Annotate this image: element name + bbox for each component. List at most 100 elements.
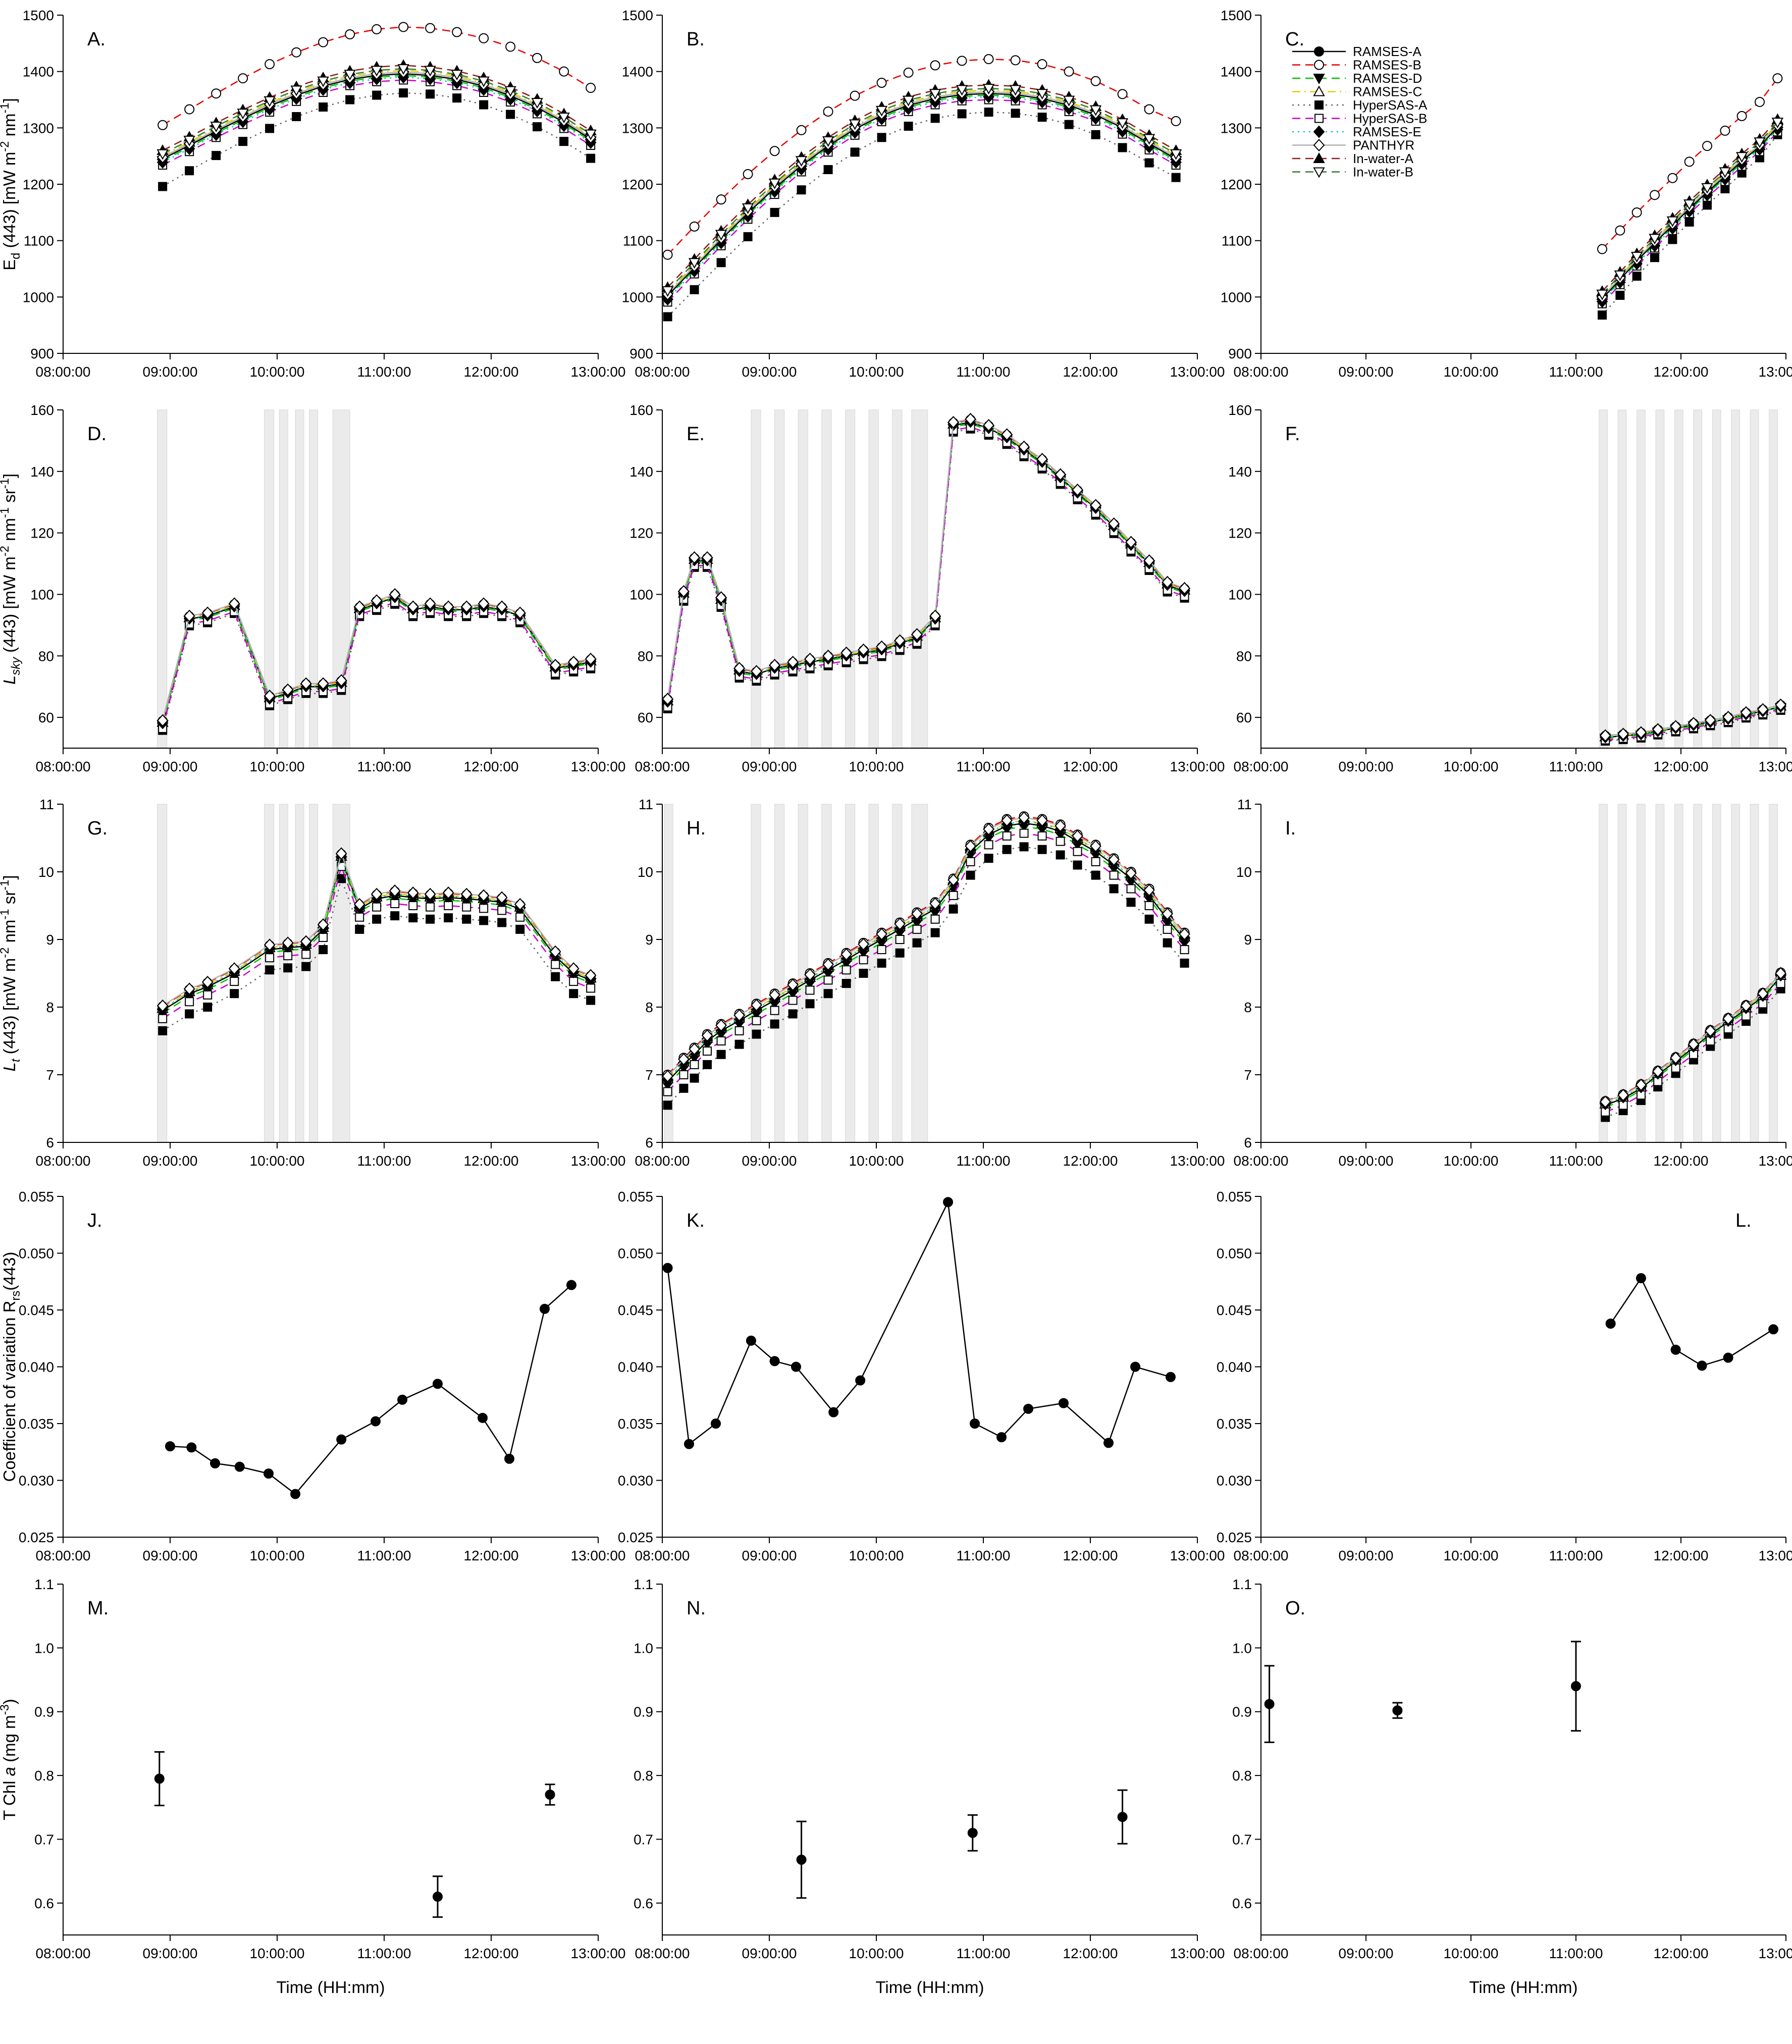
y-tick-label: 0.045: [618, 1302, 653, 1318]
y-axis-title: Lt (443) [mW m-2 nm-1 sr-1]: [0, 875, 23, 1071]
shaded-band: [1694, 804, 1702, 1142]
shaded-band: [1599, 410, 1608, 748]
legend-entry-RAMSES-D: RAMSES-D: [1292, 71, 1422, 86]
x-tick-label: 08:00:00: [1234, 759, 1289, 774]
y-tick-label: 1.1: [34, 1577, 54, 1592]
y-tick-label: 900: [1228, 346, 1252, 361]
x-tick-label: 10:00:00: [849, 1153, 904, 1169]
x-tick-label: 13:00:00: [571, 1548, 626, 1563]
x-tick-label: 11:00:00: [357, 1153, 411, 1169]
y-tick-label: 900: [629, 346, 653, 361]
y-tick-label: 140: [30, 464, 54, 480]
legend-label: RAMSES-C: [1353, 84, 1422, 99]
legend-label: HyperSAS-A: [1353, 97, 1428, 113]
x-axis-title: Time (HH:mm): [1469, 1978, 1577, 1997]
y-tick-label: 120: [629, 526, 653, 541]
x-tick-label: 09:00:00: [1339, 364, 1394, 380]
y-tick-label: 80: [38, 648, 54, 664]
series-In-water-B: [1597, 118, 1782, 299]
y-tick-label: 0.045: [19, 1302, 54, 1318]
x-tick-label: 08:00:00: [635, 759, 690, 774]
shaded-band: [892, 410, 902, 748]
x-tick-label: 12:00:00: [1063, 1548, 1118, 1563]
y-tick-label: 120: [1228, 526, 1252, 541]
panel-letter: F.: [1285, 424, 1300, 445]
series-HyperSAS-B: [159, 598, 595, 732]
y-tick-label: 1100: [623, 233, 653, 249]
y-tick-label: 60: [38, 710, 54, 725]
x-tick-label: 09:00:00: [1339, 1548, 1394, 1563]
series-CV: [166, 1281, 576, 1499]
x-tick-label: 09:00:00: [742, 759, 797, 774]
y-tick-label: 1300: [23, 120, 54, 136]
y-tick-label: 100: [1228, 587, 1252, 602]
x-tick-label: 13:00:00: [1170, 1548, 1225, 1563]
x-tick-label: 10:00:00: [1444, 759, 1499, 774]
x-tick-label: 08:00:00: [1234, 1946, 1289, 1961]
y-tick-label: 160: [629, 402, 653, 418]
y-tick-label: 60: [1236, 710, 1252, 725]
x-tick-label: 13:00:00: [571, 759, 626, 774]
x-tick-label: 08:00:00: [635, 1548, 690, 1563]
shaded-band: [751, 410, 761, 748]
panel-letter: D.: [87, 424, 107, 445]
x-tick-label: 10:00:00: [849, 759, 904, 774]
x-tick-label: 09:00:00: [1339, 759, 1394, 774]
x-tick-label: 10:00:00: [849, 1548, 904, 1563]
x-tick-label: 13:00:00: [1759, 1548, 1792, 1563]
panel-letter: B.: [687, 29, 705, 50]
x-tick-label: 09:00:00: [143, 364, 198, 380]
x-tick-label: 13:00:00: [1759, 1153, 1792, 1169]
shaded-band: [1637, 410, 1646, 748]
x-tick-label: 08:00:00: [36, 1548, 91, 1563]
panel-letter: E.: [687, 424, 705, 445]
shaded-band: [869, 804, 878, 1142]
x-tick-label: 10:00:00: [849, 364, 904, 380]
y-tick-label: 1300: [1221, 120, 1252, 136]
series-HyperSAS-B: [159, 862, 595, 1023]
panel-letter: L.: [1735, 1210, 1752, 1231]
y-tick-label: 1400: [622, 64, 653, 80]
x-tick-label: 12:00:00: [464, 364, 519, 380]
series-TChla: [154, 1752, 555, 1917]
shaded-band: [1731, 410, 1740, 748]
y-tick-label: 0.025: [19, 1530, 54, 1545]
x-tick-label: 12:00:00: [464, 1153, 519, 1169]
series-HyperSAS-B: [1598, 128, 1781, 308]
shaded-band: [751, 804, 761, 1142]
series-RAMSES-D: [157, 595, 596, 730]
series-CV: [663, 1197, 1175, 1448]
panel-K: 0.0250.0300.0350.0400.0450.0500.05508:00…: [618, 1189, 1225, 1563]
y-tick-label: 7: [1244, 1067, 1252, 1083]
y-axis-title: Ed (443) [mW m-2 nm-1]: [0, 98, 23, 271]
x-tick-label: 09:00:00: [143, 759, 198, 774]
y-tick-label: 0.030: [19, 1473, 54, 1489]
y-tick-label: 0.040: [1217, 1359, 1252, 1375]
y-tick-label: 11: [39, 797, 54, 812]
legend-label: RAMSES-E: [1353, 124, 1421, 139]
x-tick-label: 11:00:00: [357, 364, 411, 380]
y-tick-label: 0.6: [1232, 1896, 1252, 1911]
y-tick-label: 1500: [622, 8, 653, 23]
panel-letter: M.: [87, 1598, 109, 1619]
y-tick-label: 1.0: [1232, 1640, 1252, 1656]
x-tick-label: 08:00:00: [1234, 1153, 1289, 1169]
x-tick-label: 10:00:00: [250, 1153, 305, 1169]
y-tick-label: 80: [1236, 648, 1252, 664]
y-tick-label: 8: [46, 1000, 54, 1015]
shaded-band: [798, 410, 808, 748]
series-CV: [1606, 1274, 1778, 1370]
y-tick-label: 0.025: [1217, 1530, 1252, 1545]
y-tick-label: 0.9: [34, 1704, 54, 1720]
y-tick-label: 1500: [1221, 8, 1252, 23]
legend-entry-RAMSES-B: RAMSES-B: [1292, 58, 1421, 73]
series-TChla: [797, 1790, 1128, 1898]
shaded-band: [775, 804, 784, 1142]
y-tick-label: 9: [46, 932, 54, 948]
